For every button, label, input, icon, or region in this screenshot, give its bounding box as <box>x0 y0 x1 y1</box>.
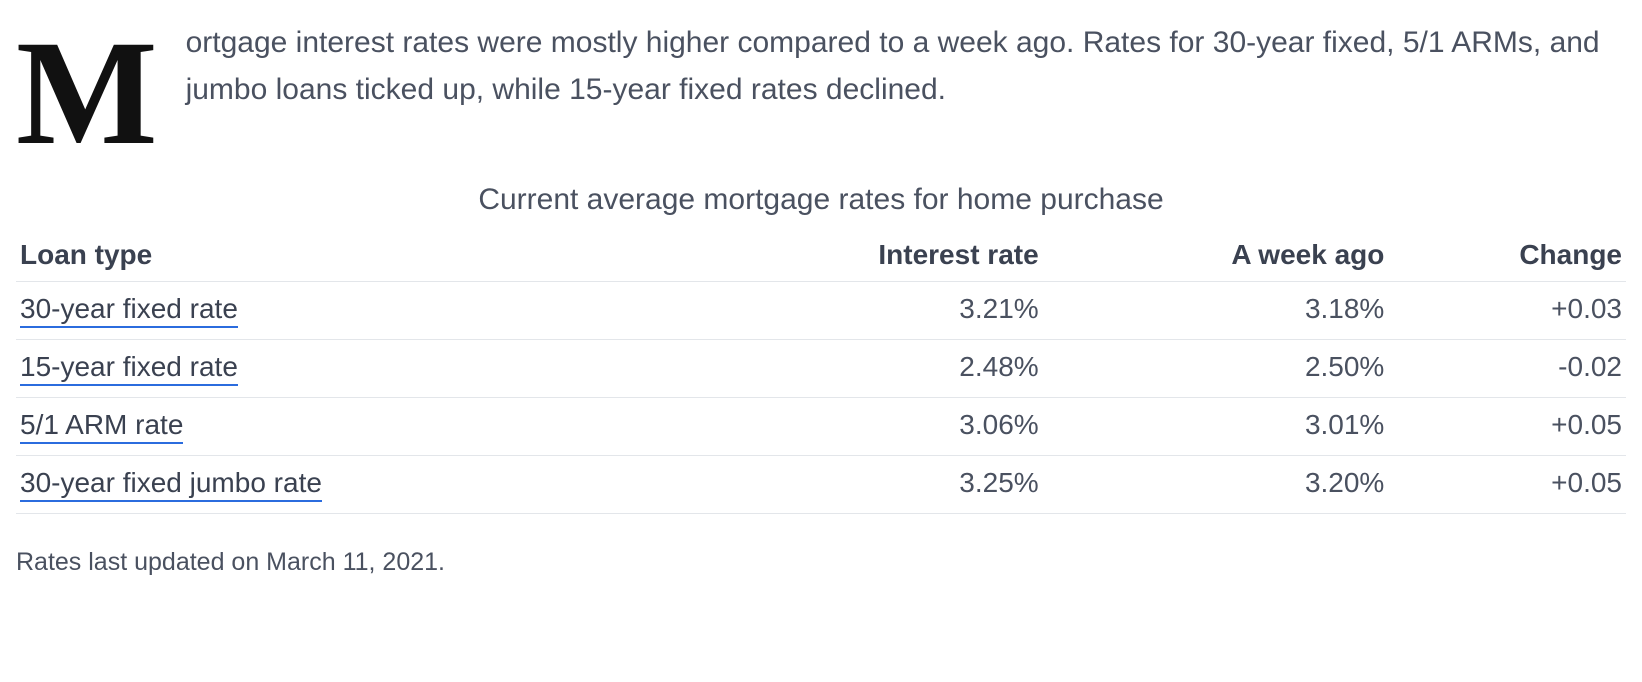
table-row: 5/1 ARM rate 3.06% 3.01% +0.05 <box>16 398 1626 456</box>
cell-change: +0.03 <box>1388 282 1626 340</box>
cell-change: +0.05 <box>1388 398 1626 456</box>
rates-footnote: Rates last updated on March 11, 2021. <box>16 548 1626 577</box>
intro-text: ortgage interest rates were mostly highe… <box>186 26 1600 106</box>
cell-interest-rate: 3.06% <box>681 398 1042 456</box>
cell-interest-rate: 2.48% <box>681 340 1042 398</box>
col-loan-type: Loan type <box>16 231 681 282</box>
col-week-ago: A week ago <box>1043 231 1389 282</box>
cell-change: +0.05 <box>1388 456 1626 514</box>
cell-week-ago: 3.20% <box>1043 456 1389 514</box>
loan-type-link[interactable]: 15-year fixed rate <box>20 351 238 386</box>
cell-interest-rate: 3.21% <box>681 282 1042 340</box>
col-change: Change <box>1388 231 1626 282</box>
table-header-row: Loan type Interest rate A week ago Chang… <box>16 231 1626 282</box>
intro-paragraph: M ortgage interest rates were mostly hig… <box>16 20 1626 113</box>
table-row: 15-year fixed rate 2.48% 2.50% -0.02 <box>16 340 1626 398</box>
loan-type-link[interactable]: 30-year fixed jumbo rate <box>20 467 322 502</box>
cell-week-ago: 3.01% <box>1043 398 1389 456</box>
loan-type-link[interactable]: 5/1 ARM rate <box>20 409 183 444</box>
table-row: 30-year fixed rate 3.21% 3.18% +0.03 <box>16 282 1626 340</box>
table-row: 30-year fixed jumbo rate 3.25% 3.20% +0.… <box>16 456 1626 514</box>
dropcap: M <box>16 20 186 155</box>
table-caption: Current average mortgage rates for home … <box>16 183 1626 217</box>
cell-week-ago: 2.50% <box>1043 340 1389 398</box>
cell-interest-rate: 3.25% <box>681 456 1042 514</box>
loan-type-link[interactable]: 30-year fixed rate <box>20 293 238 328</box>
mortgage-rates-table: Loan type Interest rate A week ago Chang… <box>16 231 1626 514</box>
col-interest-rate: Interest rate <box>681 231 1042 282</box>
cell-change: -0.02 <box>1388 340 1626 398</box>
cell-week-ago: 3.18% <box>1043 282 1389 340</box>
